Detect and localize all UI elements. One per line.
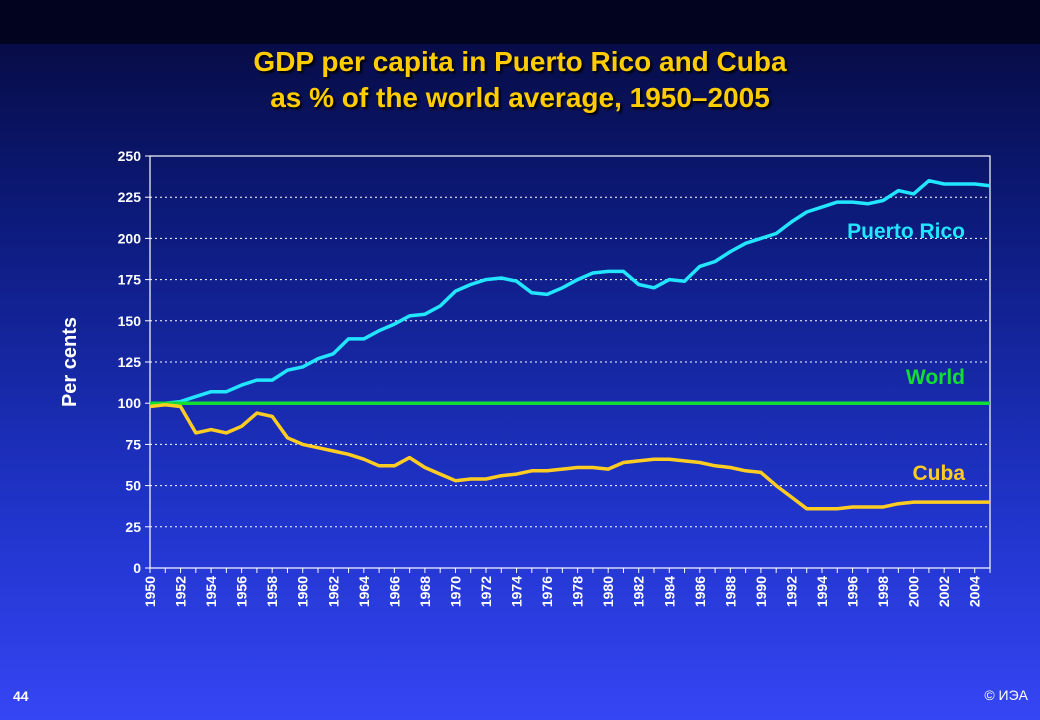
x-tick-label: 1968 [417, 576, 433, 607]
series-labels: Puerto Rico World Cuba [847, 220, 965, 485]
x-tick-label: 1986 [692, 576, 708, 607]
y-tick-label: 50 [125, 478, 141, 494]
x-tick-label: 1990 [753, 576, 769, 607]
x-tick-label: 1978 [570, 576, 586, 607]
y-tick-label: 25 [125, 519, 141, 535]
x-tick-label: 1998 [875, 576, 891, 607]
series-line-cuba [149, 403, 990, 511]
y-tick-label: 75 [125, 436, 141, 452]
x-tick-label: 1956 [234, 576, 250, 607]
x-tick-label: 1970 [447, 576, 463, 607]
x-tick-label: 1982 [631, 576, 647, 607]
x-tick-label: 1960 [295, 576, 311, 607]
series-label-world: World [906, 366, 965, 389]
x-tick-label: 1974 [509, 576, 525, 607]
x-tick-label: 1954 [203, 576, 219, 607]
x-tick-labels: 1950 1952 1954 1956 1958 1960 1962 1964 1966 1968… [142, 576, 983, 607]
axes [145, 155, 991, 573]
y-tick-label: 100 [118, 395, 142, 411]
x-tick-label: 2002 [936, 576, 952, 607]
x-tick-label: 1962 [325, 576, 341, 607]
x-tick-label: 1996 [845, 576, 861, 607]
x-tick-label: 1976 [539, 576, 555, 607]
top-band [0, 0, 1040, 44]
x-tick-label: 1952 [173, 576, 189, 607]
y-tick-label: 150 [118, 313, 142, 329]
x-tick-label: 1958 [264, 576, 280, 607]
page-number: 44 [13, 688, 29, 704]
x-tick-label: 1950 [142, 576, 158, 607]
x-tick-label: 1972 [478, 576, 494, 607]
y-tick-label: 225 [118, 189, 142, 205]
series-label-puerto-rico: Puerto Rico [847, 220, 965, 243]
y-tick-labels: 0 25 50 75 100 125 150 175 200 225 250 [118, 148, 142, 576]
y-tick-label: 0 [133, 560, 141, 576]
y-tick-label: 250 [118, 148, 142, 164]
y-tick-label: 175 [118, 272, 142, 288]
y-tick-label: 200 [118, 230, 142, 246]
copyright-text: © ИЭА [984, 687, 1028, 703]
x-tick-label: 1994 [814, 576, 830, 607]
x-tick-label: 2000 [906, 576, 922, 607]
x-tick-label: 1992 [783, 576, 799, 607]
y-axis-label: Per cents [59, 317, 81, 407]
title-line-2: as % of the world average, 1950–2005 [270, 82, 770, 113]
slide-title: GDP per capita in Puerto Rico and Cuba a… [0, 44, 1040, 116]
title-line-1: GDP per capita in Puerto Rico and Cuba [253, 46, 787, 77]
grid-lines [150, 196, 990, 528]
x-tick-label: 1964 [356, 576, 372, 607]
x-tick-label: 1984 [661, 576, 677, 607]
series-line-puerto-rico [149, 178, 991, 407]
x-tick-label: 2004 [967, 576, 983, 607]
y-tick-label: 125 [118, 354, 142, 370]
series-label-cuba: Cuba [913, 462, 966, 485]
x-tick-label: 1980 [600, 576, 616, 607]
series-lines [149, 178, 991, 511]
x-tick-label: 1988 [722, 576, 738, 607]
x-tick-label: 1966 [386, 576, 402, 607]
